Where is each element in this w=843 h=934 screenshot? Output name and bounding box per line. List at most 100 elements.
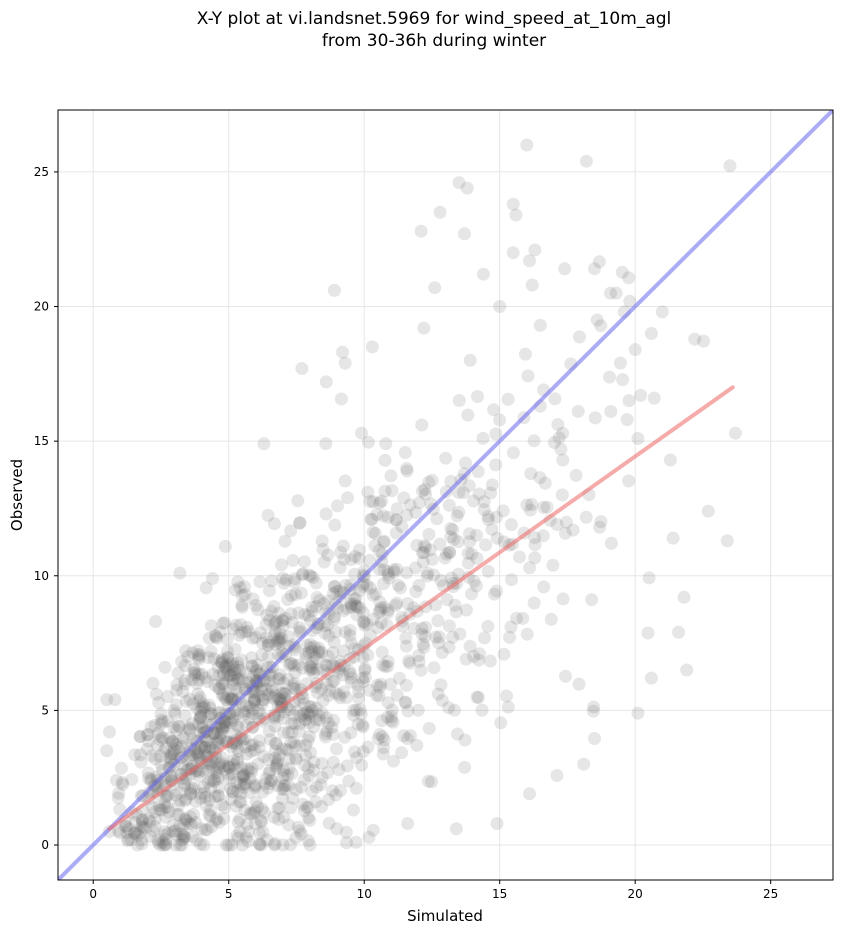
grid-layer <box>58 110 833 880</box>
scatter-point <box>128 816 142 829</box>
scatter-point <box>204 707 218 721</box>
scatter-point <box>344 636 358 650</box>
scatter-point <box>333 784 347 797</box>
scatter-point <box>276 613 290 627</box>
scatter-point <box>235 598 249 612</box>
scatter-point <box>183 810 197 824</box>
scatter-point <box>445 571 458 585</box>
scatter-point <box>170 808 184 821</box>
scatter-point <box>311 686 324 700</box>
scatter-point <box>555 488 569 502</box>
scatter-point <box>224 781 238 795</box>
scatter-point <box>201 775 215 789</box>
scatter-point <box>261 753 275 766</box>
scatter-point <box>293 516 307 530</box>
scatter-point <box>235 600 249 614</box>
scatter-point <box>376 730 389 744</box>
scatter-point <box>261 688 275 702</box>
scatter-point <box>414 224 428 238</box>
scatter-point <box>528 531 542 544</box>
scatter-point <box>487 403 501 417</box>
scatter-point <box>350 751 363 765</box>
scatter-point <box>246 592 260 606</box>
scatter-point <box>253 706 267 720</box>
scatter-point <box>588 262 601 276</box>
scatter-point <box>467 494 480 508</box>
scatter-point <box>462 479 476 493</box>
scatter-point <box>381 510 395 524</box>
scatter-point <box>341 491 354 505</box>
scatter-point <box>376 658 390 672</box>
scatter-point <box>397 729 411 743</box>
scatter-point <box>289 587 302 601</box>
scatter-point <box>336 345 349 359</box>
scatter-point <box>604 286 617 300</box>
scatter-point <box>179 812 193 826</box>
scatter-point <box>248 817 262 831</box>
scatter-point <box>389 513 403 527</box>
scatter-point <box>489 427 503 441</box>
scatter-point <box>139 821 153 835</box>
scatter-point <box>198 671 212 685</box>
scatter-point <box>300 800 314 814</box>
scatter-point <box>248 779 262 793</box>
scatter-point <box>349 591 363 605</box>
scatter-point <box>256 825 270 839</box>
scatter-point <box>186 697 200 711</box>
scatter-point <box>179 792 193 806</box>
scatter-point <box>322 793 336 807</box>
scatter-point <box>269 737 283 751</box>
scatter-point <box>175 838 189 852</box>
scatter-point <box>269 759 283 773</box>
scatter-point <box>344 667 358 681</box>
scatter-point <box>412 655 426 668</box>
chart-title: X-Y plot at vi.landsnet.5969 for wind_sp… <box>0 8 843 52</box>
scatter-point <box>151 833 165 847</box>
scatter-point <box>276 646 290 660</box>
scatter-point <box>282 779 296 793</box>
scatter-point <box>355 718 369 732</box>
scatter-point <box>307 755 321 769</box>
scatter-point <box>368 527 382 540</box>
scatter-point <box>251 703 265 717</box>
scatter-point <box>204 803 217 817</box>
scatter-point <box>414 663 428 677</box>
scatter-point <box>452 176 466 190</box>
scatter-point <box>245 651 259 665</box>
scatter-point <box>253 837 266 851</box>
scatter-point <box>183 817 197 831</box>
scatter-point <box>163 750 177 764</box>
scatter-point <box>167 825 180 838</box>
scatter-point <box>422 527 436 541</box>
scatter-point <box>221 644 234 658</box>
scatter-point <box>623 294 637 308</box>
scatter-point <box>429 630 443 644</box>
scatter-point <box>442 498 456 512</box>
scatter-point <box>410 538 424 552</box>
scatter-point <box>248 804 262 818</box>
scatter-point <box>328 579 342 593</box>
scatter-point <box>297 707 311 721</box>
scatter-point <box>370 678 384 692</box>
scatter-point <box>268 744 282 758</box>
scatter-point <box>329 788 343 802</box>
scatter-point <box>295 661 309 675</box>
scatter-point <box>148 812 162 826</box>
scatter-point <box>524 467 538 481</box>
scatter-point <box>537 580 551 594</box>
scatter-point <box>303 838 317 852</box>
scatter-point <box>556 592 570 606</box>
scatter-point <box>377 534 391 548</box>
scatter-point <box>215 756 228 770</box>
scatter-point <box>365 512 379 526</box>
scatter-point <box>247 694 261 708</box>
scatter-point <box>321 548 335 562</box>
scatter-point <box>303 637 317 651</box>
scatter-point <box>327 586 340 600</box>
scatter-point <box>371 732 385 746</box>
scatter-point <box>347 592 361 606</box>
scatter-point <box>503 630 517 644</box>
scatter-point <box>319 727 332 741</box>
y-tick-label: 15 <box>34 434 49 448</box>
scatter-point <box>296 797 310 811</box>
